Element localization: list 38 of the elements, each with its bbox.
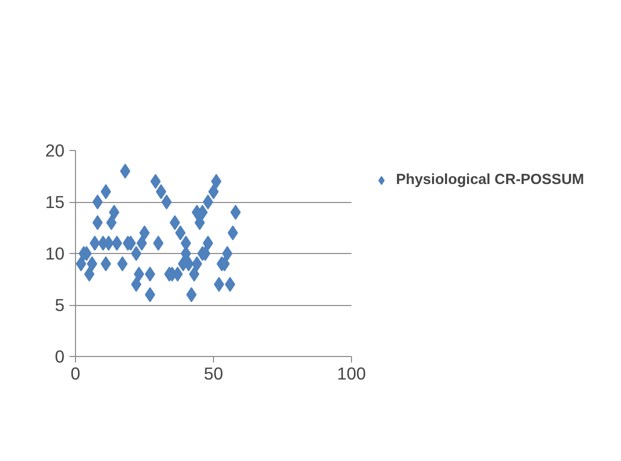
point — [144, 287, 156, 302]
point — [224, 276, 236, 292]
point — [86, 256, 98, 272]
point — [100, 256, 112, 272]
point — [202, 236, 214, 251]
point — [186, 287, 197, 302]
point — [131, 246, 142, 261]
point — [108, 204, 120, 220]
point — [192, 256, 202, 272]
y-tick-label: 15 — [45, 192, 65, 212]
point — [202, 194, 214, 210]
y-tick-label: 5 — [54, 295, 65, 315]
point — [100, 184, 112, 200]
point — [139, 225, 150, 240]
point — [208, 184, 219, 200]
point — [106, 215, 117, 230]
y-tick-label: 0 — [54, 346, 65, 366]
point — [76, 256, 86, 272]
point — [170, 215, 180, 230]
point — [92, 194, 103, 210]
x-tick-label: 100 — [337, 364, 366, 384]
point — [134, 266, 144, 282]
point — [230, 204, 241, 220]
point — [112, 236, 122, 251]
point — [92, 215, 103, 230]
point — [175, 225, 186, 240]
x-tick-label: 0 — [70, 364, 80, 384]
point — [144, 266, 156, 282]
y-tick-label: 10 — [45, 244, 65, 264]
point — [214, 276, 224, 292]
y-tick-label: 20 — [45, 140, 65, 160]
x-tick-label: 50 — [204, 364, 224, 384]
point — [161, 194, 172, 210]
legend-label: Physiological CR-POSSUM — [396, 172, 584, 188]
point — [222, 246, 232, 261]
point — [150, 174, 161, 189]
point — [156, 184, 166, 200]
point — [117, 256, 128, 272]
